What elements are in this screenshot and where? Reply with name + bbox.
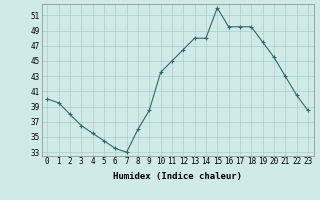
X-axis label: Humidex (Indice chaleur): Humidex (Indice chaleur) <box>113 172 242 181</box>
